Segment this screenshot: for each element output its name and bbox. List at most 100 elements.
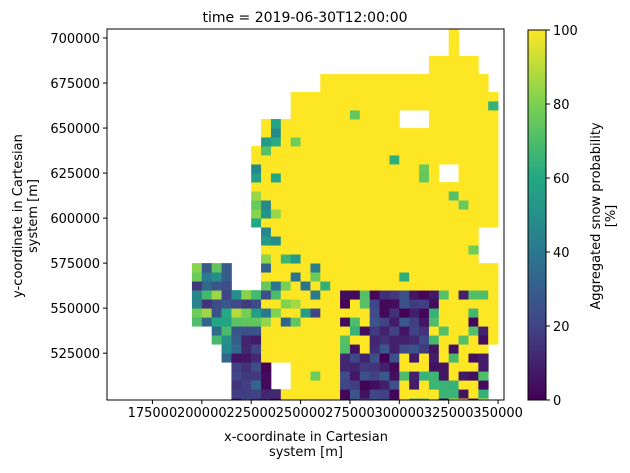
heatmap-cell (399, 236, 410, 246)
heatmap-cell (389, 227, 400, 237)
heatmap-cell (419, 155, 430, 165)
heatmap-cell (261, 326, 272, 336)
heatmap-cell (458, 65, 469, 75)
heatmap-cell (468, 353, 479, 363)
heatmap-cell (428, 236, 440, 246)
heatmap-cell (270, 245, 282, 255)
heatmap-cell (389, 155, 400, 165)
heatmap-cell (399, 227, 410, 237)
heatmap-cell (389, 83, 400, 93)
heatmap-cell (359, 362, 371, 372)
heatmap-cell (458, 155, 469, 165)
heatmap-cell (389, 398, 400, 400)
heatmap-cell (241, 353, 252, 363)
heatmap-cell (340, 326, 351, 336)
heatmap-cell (379, 344, 390, 354)
heatmap-cell (428, 254, 440, 264)
heatmap-cell (290, 398, 301, 400)
heatmap-cell (290, 335, 301, 345)
heatmap-cell (290, 236, 301, 246)
heatmap-cell (280, 227, 292, 237)
heatmap-cell (310, 146, 321, 156)
heatmap-cell (488, 272, 499, 282)
heatmap-cell (340, 218, 351, 228)
colorbar-tick-label: 60 (553, 172, 570, 187)
heatmap-cell (290, 155, 301, 165)
heatmap-cell (251, 326, 262, 336)
heatmap-cell (369, 146, 380, 156)
heatmap-cell (478, 74, 489, 84)
heatmap-cell (468, 263, 479, 273)
heatmap-cell (270, 209, 282, 219)
heatmap-cell (468, 362, 479, 372)
heatmap-cell (428, 56, 440, 66)
heatmap-cell (221, 272, 232, 282)
heatmap-cell (399, 173, 410, 183)
heatmap-cell (468, 128, 479, 138)
heatmap-cell (330, 344, 341, 354)
heatmap-cell (330, 326, 341, 336)
heatmap-cell (310, 119, 321, 129)
heatmap-cell (300, 245, 311, 255)
heatmap-cell (261, 362, 272, 372)
heatmap-cell (478, 137, 489, 147)
heatmap-cell (261, 155, 272, 165)
heatmap-cell (300, 326, 311, 336)
heatmap-cell (438, 389, 450, 399)
heatmap-cell (300, 227, 311, 237)
heatmap-cell (270, 146, 282, 156)
heatmap-cell (349, 326, 361, 336)
heatmap-cell (419, 335, 430, 345)
heatmap-cell (379, 299, 390, 309)
heatmap-cell (478, 209, 489, 219)
heatmap-cell (191, 299, 203, 309)
heatmap-cell (389, 317, 400, 327)
heatmap-cell (379, 389, 390, 399)
heatmap-cell (280, 209, 292, 219)
heatmap-cell (191, 308, 203, 318)
heatmap-cell (261, 380, 272, 390)
heatmap-cell (340, 236, 351, 246)
heatmap-cell (340, 290, 351, 300)
heatmap-cell (369, 137, 380, 147)
heatmap-cell (438, 110, 450, 120)
heatmap-cell (320, 200, 331, 210)
heatmap-cell (340, 299, 351, 309)
heatmap-cell (221, 308, 232, 318)
heatmap-cell (389, 182, 400, 192)
heatmap-cell (369, 308, 380, 318)
heatmap-cell (389, 353, 400, 363)
heatmap-cell (320, 236, 331, 246)
heatmap-cell (330, 146, 341, 156)
heatmap-cell (379, 164, 390, 174)
heatmap-cell (468, 254, 479, 264)
heatmap-cell (191, 290, 203, 300)
heatmap-cell (290, 200, 301, 210)
heatmap-cell (201, 263, 213, 273)
heatmap-cell (300, 290, 311, 300)
heatmap-cell (310, 254, 321, 264)
heatmap-cell (290, 164, 301, 174)
heatmap-cell (438, 191, 450, 201)
heatmap-cell (231, 290, 242, 300)
heatmap-cell (369, 164, 380, 174)
heatmap-cell (251, 182, 262, 192)
heatmap-cell (300, 146, 311, 156)
y-tick-label: 650000 (50, 122, 100, 137)
heatmap-cell (409, 398, 420, 400)
heatmap-cell (300, 353, 311, 363)
heatmap-cell (359, 83, 371, 93)
heatmap-cell (399, 371, 410, 381)
heatmap-cell (241, 317, 252, 327)
heatmap-cell (290, 227, 301, 237)
heatmap-cell (280, 245, 292, 255)
heatmap-cell (369, 101, 380, 111)
heatmap-cell (330, 371, 341, 381)
x-tick-label: 275000 (325, 406, 375, 421)
heatmap-cell (478, 344, 489, 354)
heatmap-cell (300, 101, 311, 111)
heatmap-cell (399, 200, 410, 210)
heatmap-cell (349, 74, 361, 84)
heatmap-cell (280, 254, 292, 264)
heatmap-cell (340, 263, 351, 273)
